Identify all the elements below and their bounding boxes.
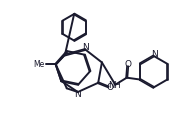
Text: O: O [124, 60, 131, 69]
Text: N: N [82, 43, 89, 52]
Text: Me: Me [34, 60, 45, 69]
Text: N: N [151, 50, 158, 59]
Text: NH: NH [108, 81, 121, 90]
Text: N: N [74, 90, 81, 99]
Text: O: O [107, 83, 114, 92]
